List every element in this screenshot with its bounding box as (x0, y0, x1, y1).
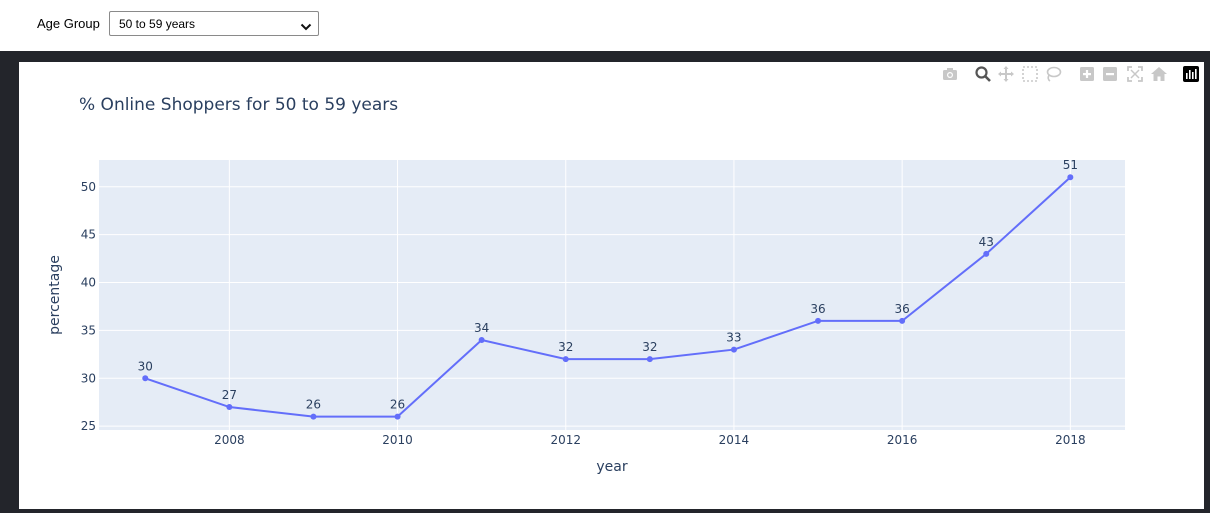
y-axis-ticks: 25 30 35 40 45 50 (81, 180, 96, 433)
data-point[interactable] (142, 375, 149, 382)
chevron-down-icon (300, 19, 312, 31)
reset-axes-icon[interactable] (1150, 65, 1168, 83)
x-tick-label: 2018 (1055, 433, 1086, 447)
y-tick-label: 25 (81, 419, 96, 433)
age-group-select[interactable]: 50 to 59 years (109, 11, 319, 36)
data-label: 33 (726, 331, 741, 345)
data-point[interactable] (983, 250, 990, 257)
chart-title: % Online Shoppers for 50 to 59 years (79, 95, 398, 115)
frame-border-top (0, 51, 1210, 62)
x-axis-title: year (596, 459, 627, 475)
plotly-logo-icon[interactable] (1182, 65, 1200, 83)
data-label: 30 (138, 359, 153, 373)
series-markers (142, 174, 1074, 420)
box-select-icon[interactable] (1021, 65, 1039, 83)
data-point[interactable] (1067, 174, 1074, 181)
data-label: 26 (306, 398, 321, 412)
data-point[interactable] (226, 404, 233, 411)
y-tick-label: 50 (81, 180, 96, 194)
pan-icon[interactable] (997, 65, 1015, 83)
autoscale-icon[interactable] (1126, 65, 1144, 83)
data-point[interactable] (562, 356, 569, 363)
y-tick-label: 40 (81, 276, 96, 290)
age-group-selected-value: 50 to 59 years (119, 17, 196, 31)
y-tick-label: 45 (81, 228, 96, 242)
zoom-icon[interactable] (974, 65, 992, 83)
y-tick-label: 35 (81, 323, 96, 337)
data-point[interactable] (394, 413, 401, 420)
data-labels: 30 27 26 26 34 32 32 33 36 36 43 51 (138, 158, 1078, 411)
x-tick-label: 2016 (887, 433, 918, 447)
lasso-icon[interactable] (1044, 65, 1062, 83)
zoom-in-icon[interactable] (1078, 65, 1096, 83)
grid-lines (99, 160, 1125, 430)
frame-border-left (0, 51, 19, 513)
y-axis-title: percentage (47, 255, 63, 335)
zoom-out-icon[interactable] (1101, 65, 1119, 83)
plot-area[interactable] (99, 160, 1125, 430)
x-axis-ticks: 2008 2010 2012 2014 2016 2018 (214, 433, 1086, 447)
x-tick-label: 2008 (214, 433, 245, 447)
controls-bar: Age Group 50 to 59 years (0, 0, 1210, 51)
camera-icon[interactable] (941, 65, 959, 83)
series-line (144, 176, 1072, 418)
data-label: 34 (474, 321, 489, 335)
data-label: 27 (222, 388, 237, 402)
data-label: 32 (642, 340, 657, 354)
y-tick-label: 30 (81, 371, 96, 385)
data-point[interactable] (899, 317, 906, 324)
data-label: 43 (979, 235, 994, 249)
data-point[interactable] (310, 413, 317, 420)
data-label: 36 (894, 302, 909, 316)
frame-border-right (1204, 51, 1210, 513)
data-label: 26 (390, 398, 405, 412)
x-tick-label: 2014 (719, 433, 750, 447)
data-point[interactable] (815, 317, 822, 324)
data-label: 32 (558, 340, 573, 354)
data-point[interactable] (646, 356, 653, 363)
x-tick-label: 2012 (550, 433, 581, 447)
frame-border-bottom (0, 509, 1210, 513)
data-label: 36 (810, 302, 825, 316)
age-group-label: Age Group (37, 16, 100, 31)
data-point[interactable] (478, 337, 485, 343)
x-tick-label: 2010 (382, 433, 413, 447)
data-label: 51 (1063, 158, 1078, 172)
data-point[interactable] (730, 346, 737, 353)
